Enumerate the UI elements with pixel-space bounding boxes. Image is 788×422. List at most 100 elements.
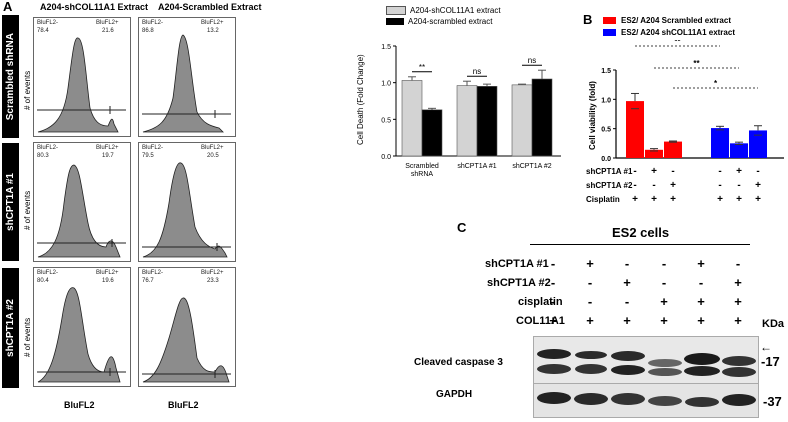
col-title-scrambled: A204-Scrambled Extract [158,2,262,12]
histogram-r1-c1: BluFL2- 78.4 BluFL2+ 21.6 [33,17,131,137]
bar-chart-b: 0.00.51.01.5***** [601,40,784,163]
condition-label: shCPT1A #2 [487,277,551,289]
blot-label-caspase: Cleaved caspase 3 [414,357,503,368]
condition-sign: - [718,166,722,177]
condition-label: shCPT1A #2 [586,181,633,190]
bar [645,149,663,158]
gate-pos-label: BluFL2+ [201,145,224,151]
y-tick-label: 1.0 [601,97,611,104]
gate-neg-label: BluFL2- [142,20,164,26]
condition-sign: + [734,275,742,290]
panel-c-conditions: shCPT1A #1 - + - - + - shCPT1A #2 - - + - - + cisplati… [440,256,788,334]
panel-b-letter: B [583,12,593,27]
gate-pos-value: 21.6 [102,28,114,34]
bar [664,141,682,158]
gate-neg-label: BluFL2- [142,270,164,276]
gate-pos-label: BluFL2+ [201,270,224,276]
condition-sign: + [734,294,742,309]
significance-label: * [714,79,718,88]
condition-sign: + [755,180,761,191]
arrow-icon: ← [760,340,772,354]
histogram-r3-c1: BluFL2- 80.4 BluFL2+ 19.6 [33,267,131,387]
kda-17: -17 [761,354,780,369]
bar [456,85,478,157]
condition-label: cisplatin [518,296,563,308]
blot-gapdh [533,383,759,418]
condition-sign: + [734,313,742,328]
condition-sign: + [549,313,557,328]
gate-neg-value: 80.3 [37,153,49,159]
condition-sign: + [586,256,594,271]
gate-neg-value: 86.8 [142,28,154,34]
y-label-row1: # of events [23,70,32,110]
condition-sign: + [697,294,705,309]
significance-label: ** [693,59,700,68]
gate-pos-label: BluFL2+ [201,20,224,26]
gate-pos-value: 20.5 [207,153,219,159]
panel-b-conditions: shCPT1A #1- + - - + - shCPT1A #2- - + - - + Cisplati… [586,166,786,209]
gate-pos-value: 23.3 [207,278,219,284]
condition-sign: - [756,166,760,177]
condition-label: Cisplatin [586,195,620,204]
condition-sign: - [624,294,630,309]
condition-sign: + [670,194,676,205]
gate-neg-value: 76.7 [142,278,154,284]
condition-sign: - [587,294,593,309]
kda-label: KDa [762,318,785,330]
condition-sign: + [586,313,594,328]
significance-label: ns [528,56,536,65]
gate-pos-label: BluFL2+ [96,145,119,151]
bar [421,109,443,157]
y-tick-label: 0.5 [601,127,611,134]
legend-item-b-shcol11a1: ES2/ A204 shCOL11A1 extract [603,28,735,37]
x-tick-label: shCPT1A #2 [512,163,551,170]
gate-pos-label: BluFL2+ [96,20,119,26]
condition-sign: - [737,180,741,191]
blot-caspase [533,336,759,388]
y-tick-label: 1.5 [601,68,611,75]
gate-pos-value: 19.6 [102,278,114,284]
condition-sign: - [587,275,593,290]
condition-sign: - [633,166,637,177]
gate-neg-label: BluFL2- [37,270,59,276]
bar [626,101,644,158]
condition-sign: + [717,194,723,205]
condition-sign: + [623,275,631,290]
condition-sign: - [661,275,667,290]
row-label-shcpt1a-1: shCPT1A #1 [2,143,19,261]
significance-label: ns [473,67,481,76]
condition-sign: - [652,180,656,191]
gate-neg-label: BluFL2- [142,145,164,151]
condition-sign: - [735,256,741,271]
condition-sign: + [660,294,668,309]
x-tick-label: Scrambled [405,163,439,170]
legend-item-shcol11a1: A204-shCOL11A1 extract [386,6,501,15]
condition-sign: + [736,194,742,205]
condition-sign: - [671,166,675,177]
condition-sign: + [651,194,657,205]
condition-sign: - [698,275,704,290]
condition-sign: + [623,313,631,328]
condition-sign: - [661,256,667,271]
bar [511,84,533,157]
significance-label: ** [674,40,681,46]
histogram-r2-c1: BluFL2- 80.3 BluFL2+ 19.7 [33,142,131,262]
condition-sign: - [550,294,556,309]
x-axis-label-c2: BluFL2 [168,400,199,410]
condition-sign: + [697,313,705,328]
condition-label: COL11A1 [516,315,565,327]
condition-label: shCPT1A #1 [485,258,549,270]
gate-neg-value: 79.5 [142,153,154,159]
x-tick-label: shCPT1A #1 [457,163,496,170]
col-title-shcol11a1: A204-shCOL11A1 Extract [40,2,149,12]
gate-neg-label: BluFL2- [37,20,59,26]
panel-c-title-underline [530,244,750,245]
bar [476,86,498,157]
condition-sign: - [624,256,630,271]
histogram-r2-c2: BluFL2- 79.5 BluFL2+ 20.5 [138,142,236,262]
gate-pos-label: BluFL2+ [96,270,119,276]
histogram-r1-c2: BluFL2- 86.8 BluFL2+ 13.2 [138,17,236,137]
x-axis-label-c1: BluFL2 [64,400,95,410]
panel-a-letter: A [3,0,13,14]
